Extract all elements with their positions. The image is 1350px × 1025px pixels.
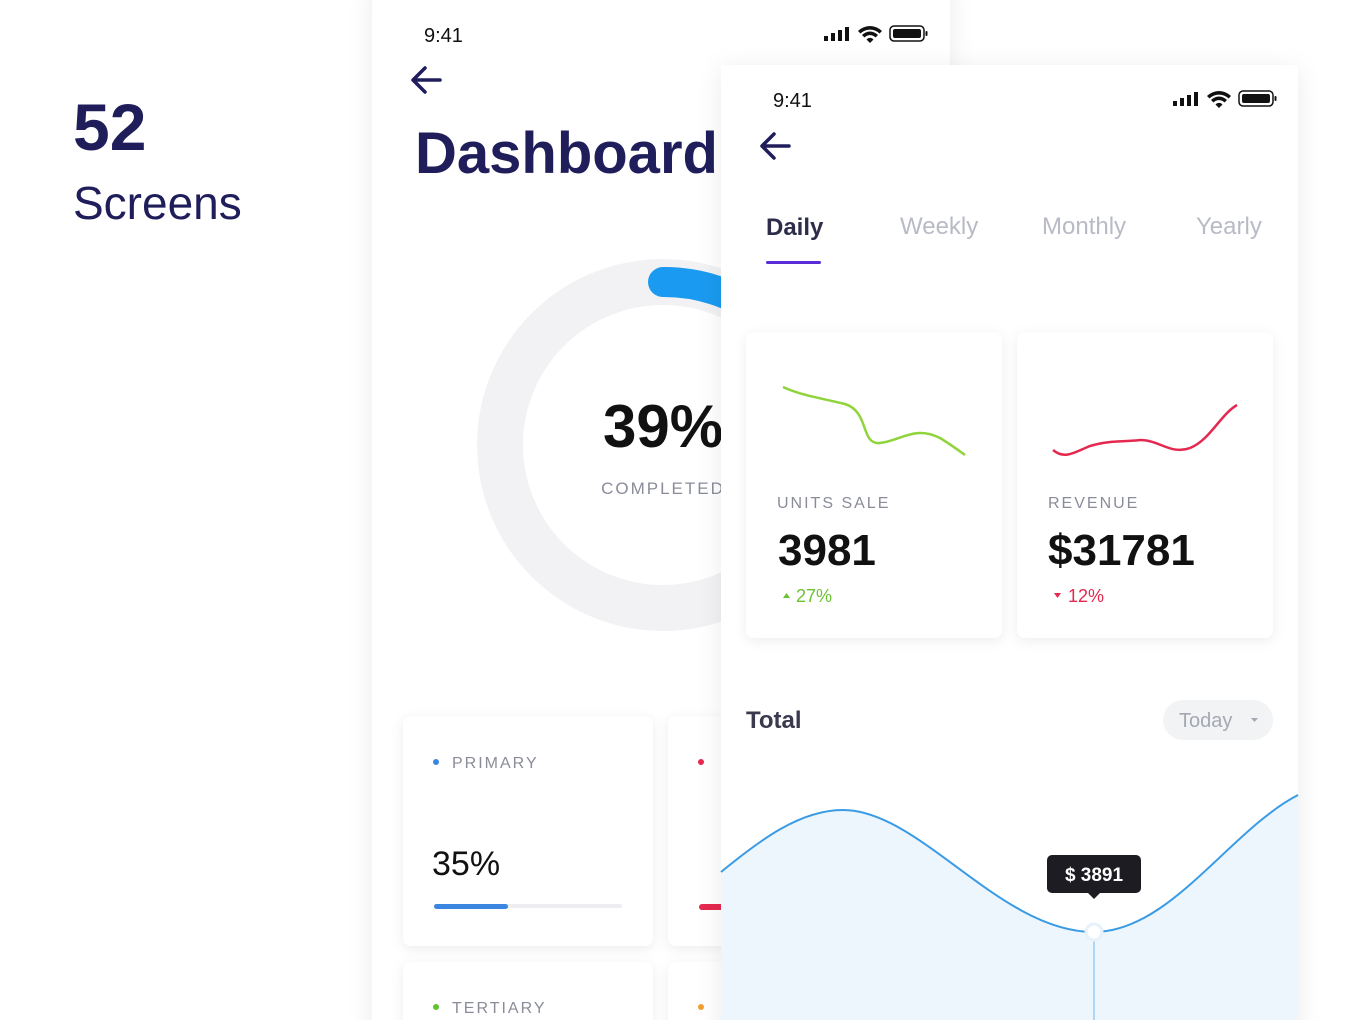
- stats-screen: 9:41 Daily Weekly Monthly Yearly UNITS S…: [720, 65, 1299, 1025]
- status-time: 9:41: [773, 90, 812, 112]
- tab[interactable]: Yearly: [1196, 213, 1262, 240]
- back-arrow[interactable]: [411, 66, 442, 94]
- status-icons: [824, 25, 928, 43]
- progress-value: 39%: [603, 393, 723, 460]
- section-title: Total: [746, 707, 802, 734]
- stat-card: [746, 332, 1002, 638]
- bar-fill: [434, 904, 508, 909]
- screen-title: Dashboard: [415, 121, 718, 186]
- back-arrow[interactable]: [760, 132, 791, 160]
- status-icons: [1173, 90, 1277, 108]
- card-label: TERTIARY: [452, 1000, 547, 1017]
- up-caret: [783, 593, 790, 598]
- stat-change: 27%: [796, 586, 832, 606]
- card: [403, 962, 653, 1025]
- period-dropdown[interactable]: [1163, 700, 1273, 740]
- tab-active[interactable]: Daily: [766, 214, 824, 241]
- tab[interactable]: Monthly: [1042, 213, 1126, 240]
- stat-value: 3981: [778, 526, 876, 575]
- status-time: 9:41: [424, 25, 463, 47]
- period-label: Today: [1179, 710, 1232, 732]
- screen-count: 52: [73, 90, 146, 164]
- card-value: 35%: [432, 845, 500, 883]
- progress-caption: COMPLETED: [601, 479, 725, 498]
- stat-change: 12%: [1068, 586, 1104, 606]
- sparkline: [1052, 403, 1238, 456]
- tooltip: [1047, 855, 1141, 893]
- tooltip-pointer: [1088, 893, 1100, 899]
- down-caret: [1054, 593, 1061, 598]
- stat-card: [1017, 332, 1273, 638]
- stat-label: UNITS SALE: [777, 495, 890, 512]
- area-fill: [721, 795, 1298, 1020]
- dropdown-caret: [1251, 718, 1258, 722]
- screen-caption: Screens: [73, 177, 242, 229]
- tab[interactable]: Weekly: [900, 213, 978, 240]
- card: [403, 716, 653, 946]
- legend-dot: [433, 759, 439, 765]
- stat-value: $31781: [1048, 526, 1195, 575]
- card-label: PRIMARY: [452, 755, 539, 772]
- tab-underline: [766, 261, 821, 264]
- legend-dot: [698, 759, 704, 765]
- area-line: [720, 794, 1299, 934]
- legend-dot: [698, 1004, 704, 1010]
- cursor-point: [1084, 922, 1104, 942]
- stat-label: REVENUE: [1048, 495, 1139, 512]
- tooltip-text: $ 3891: [1065, 865, 1124, 886]
- sparkline: [782, 385, 966, 457]
- legend-dot: [433, 1004, 439, 1010]
